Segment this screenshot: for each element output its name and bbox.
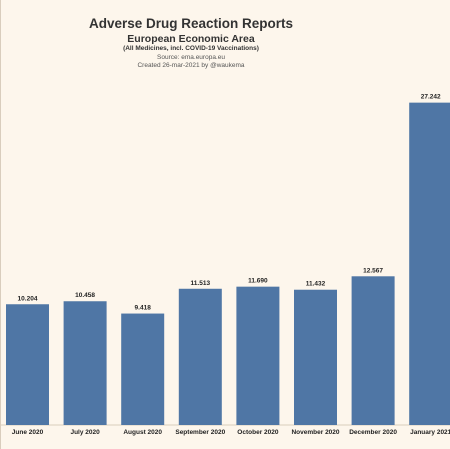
category-label: October 2020	[237, 429, 279, 436]
data-label: 9.418	[135, 305, 152, 312]
data-label: 10.204	[18, 295, 38, 302]
bar-july-2020	[63, 301, 107, 425]
bar-september-2020	[178, 288, 222, 425]
created-credit: Created 26-mar-2021 by @waukema	[137, 62, 245, 69]
category-label: July 2020	[70, 429, 100, 436]
bar-october-2020	[236, 286, 280, 425]
data-label: 27.242	[421, 94, 441, 101]
category-label: January 2021	[410, 429, 450, 436]
bar-january-2021	[409, 102, 450, 426]
category-label: November 2020	[291, 429, 339, 436]
data-label: 12.567	[363, 267, 383, 274]
category-label: August 2020	[123, 429, 162, 436]
bar-november-2020	[294, 289, 337, 425]
category-label: December 2020	[349, 429, 397, 436]
bar-december-2020	[351, 276, 395, 425]
chart-note: (All Medicines, incl. COVID-19 Vaccinati…	[123, 45, 259, 52]
category-label: June 2020	[12, 429, 44, 436]
bar-june-2020	[6, 304, 49, 425]
data-label: 11.513	[191, 280, 211, 287]
bar-august-2020	[121, 313, 165, 425]
data-label: 11.432	[306, 281, 326, 288]
chart-title: Adverse Drug Reaction Reports	[88, 16, 294, 31]
category-label: September 2020	[175, 429, 225, 436]
data-label: 11.690	[248, 278, 268, 285]
data-label: 10.458	[75, 292, 95, 299]
source-credit: Source: ema.europa.eu	[157, 54, 225, 61]
chart-subtitle: European Economic Area	[127, 33, 255, 45]
